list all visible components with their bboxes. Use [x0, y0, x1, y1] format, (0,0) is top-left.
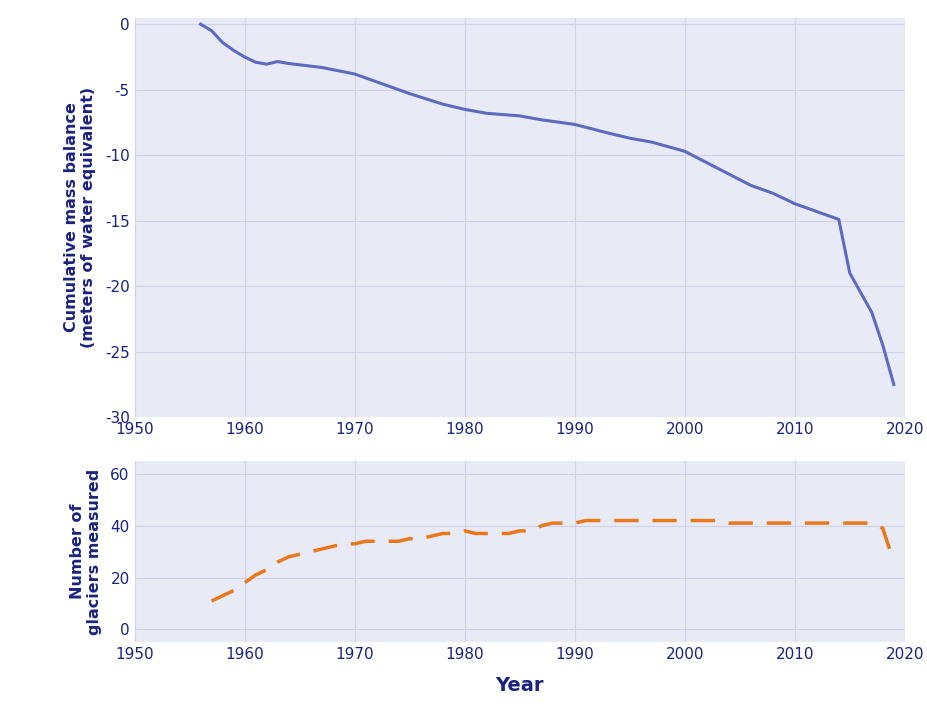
- Y-axis label: Number of
glaciers measured: Number of glaciers measured: [70, 469, 102, 635]
- X-axis label: Year: Year: [495, 676, 543, 695]
- Y-axis label: Cumulative mass balance
(meters of water equivalent): Cumulative mass balance (meters of water…: [64, 87, 96, 348]
